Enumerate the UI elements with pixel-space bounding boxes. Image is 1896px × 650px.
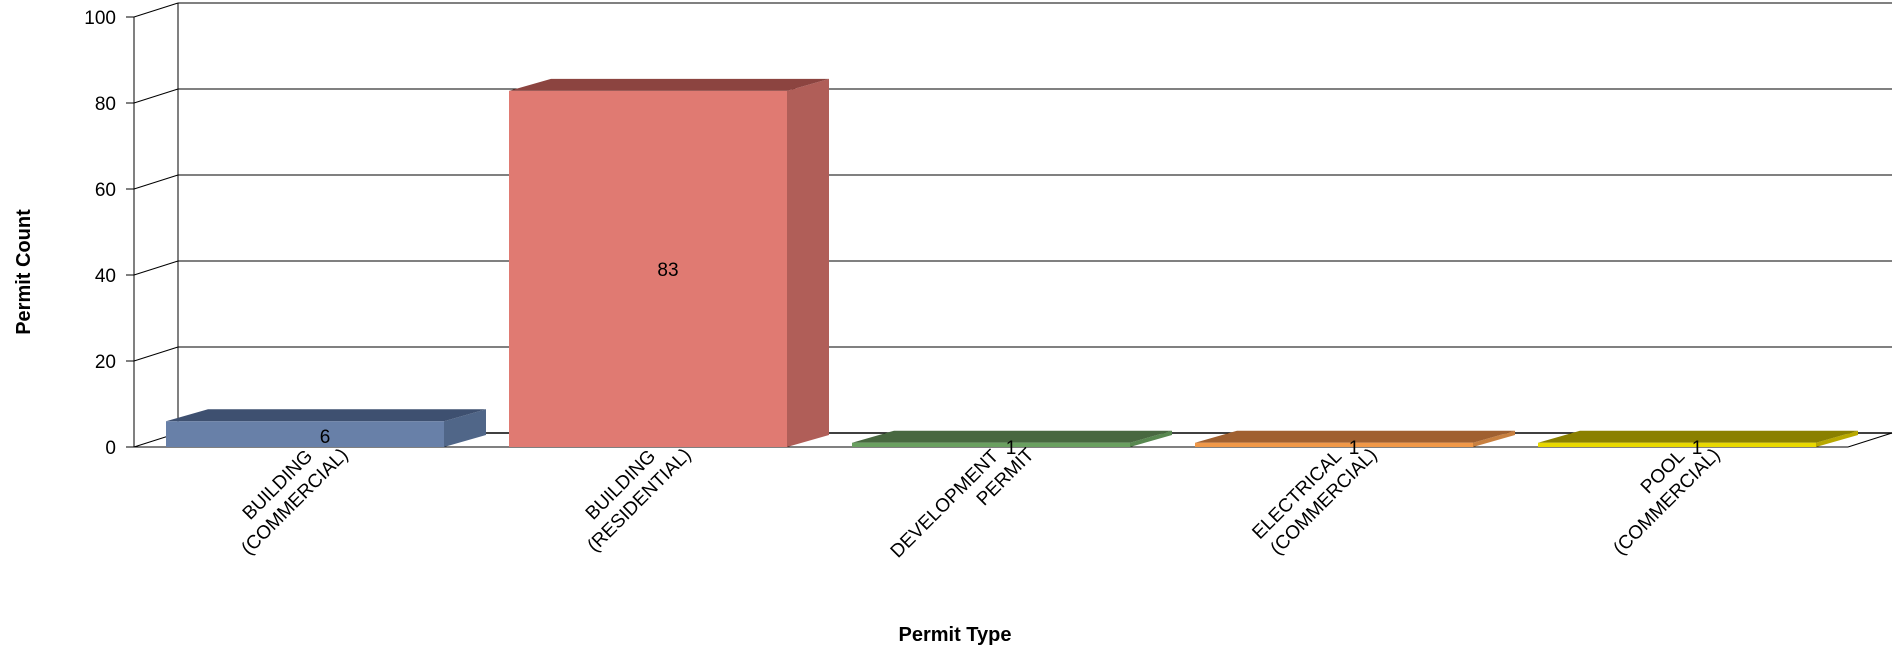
data-label: 1 [1692,438,1703,459]
wall-diagonal [133,174,179,190]
y-tick-label: 20 [95,352,116,373]
y-tick-label: 40 [95,266,116,287]
data-label: 83 [657,260,678,281]
wall-diagonal [133,88,179,104]
y-tick-label: 60 [95,180,116,201]
bar-top [852,430,1172,443]
data-label: 1 [1006,438,1017,459]
floor-right-edge [1847,432,1893,448]
bar-side [1130,430,1172,447]
y-tick-label: 0 [105,438,116,459]
data-label: 1 [1349,438,1360,459]
bar-side [1816,430,1858,447]
bar-side [1473,430,1515,447]
wall-diagonal [133,2,179,18]
x-axis-title: Permit Type [899,624,1012,646]
bar [1195,442,1473,447]
wall-diagonal [133,346,179,362]
y-tick-label: 100 [84,8,116,29]
bar-side [787,78,829,448]
bar-top [1195,430,1515,443]
x-tick-label: ELECTRICAL(COMMERCIAL) [1248,445,1381,560]
data-label: 6 [320,427,331,448]
y-axis-title: Permit Count [13,209,35,335]
wall-diagonal [133,260,179,276]
bar [166,421,444,447]
bar-top [1538,430,1858,443]
bar-top [509,78,829,91]
bar [509,90,787,448]
bar-top [166,409,486,422]
bar [852,442,1130,447]
y-tick-label: 80 [95,94,116,115]
bar-side [444,409,486,447]
bar [1538,442,1816,447]
